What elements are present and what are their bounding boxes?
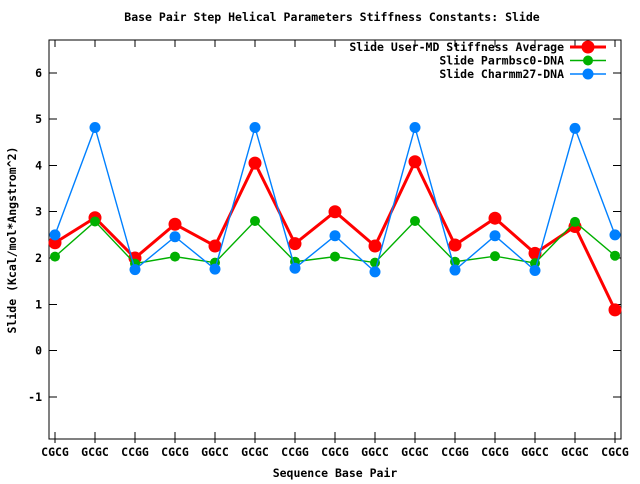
data-point-series2-x11 — [489, 230, 501, 242]
legend-label-1: Slide Parmbsc0-DNA — [439, 54, 564, 68]
plot-area: -1 0 1 2 3 4 5 6 CGCG GCGC CCGG CGCG GGCC GCGC CCGG CGC… — [28, 39, 629, 459]
y-axis-label: Slide (Kcal/mol*Angstrom^2) — [5, 147, 19, 334]
data-point-series0-x9 — [408, 155, 422, 169]
x-tick-label: GCGC — [241, 445, 269, 459]
x-tick-label: GGCC — [201, 445, 229, 459]
data-point-series2-x13 — [569, 122, 581, 134]
legend-label-2: Slide Charmm27-DNA — [439, 67, 564, 81]
data-point-series0-x3 — [168, 217, 182, 231]
data-point-series2-x8 — [369, 266, 381, 278]
data-point-series0-x4 — [208, 239, 222, 253]
y-tick-label: 1 — [35, 297, 42, 311]
data-point-series2-x5 — [249, 121, 261, 133]
x-tick-label: CGCG — [161, 445, 189, 459]
y-tick-label: 0 — [35, 344, 42, 358]
x-tick-label: GCGC — [561, 445, 589, 459]
data-point-series0-x14 — [608, 303, 622, 317]
x-tick-label: CGCG — [41, 445, 69, 459]
data-point-series2-x3 — [169, 231, 181, 243]
legend-marker-2 — [582, 68, 594, 80]
chart-title: Base Pair Step Helical Parameters Stiffn… — [124, 10, 539, 24]
data-point-series1-x0 — [50, 251, 60, 262]
legend-label-0: Slide User-MD Stiffness Average — [349, 40, 564, 54]
x-tick-label: GCGC — [401, 445, 429, 459]
data-point-series0-x8 — [368, 239, 382, 253]
data-point-series2-x14 — [609, 229, 621, 241]
x-tick-label: CCGG — [281, 445, 309, 459]
data-point-series1-x5 — [250, 215, 260, 226]
data-point-series0-x11 — [488, 211, 502, 225]
y-tick-label: 2 — [35, 251, 42, 265]
data-point-series1-x7 — [330, 251, 340, 262]
data-point-series0-x7 — [328, 205, 342, 219]
x-tick-label: GCGC — [81, 445, 109, 459]
y-tick-label: 6 — [35, 66, 42, 80]
x-tick-label: GGCC — [361, 445, 389, 459]
y-tick-label: 4 — [35, 158, 42, 172]
data-point-series1-x9 — [410, 215, 420, 226]
data-point-series1-x14 — [610, 250, 620, 261]
data-point-series1-x13 — [570, 216, 580, 227]
y-tick-label: 3 — [35, 205, 42, 219]
data-point-series0-x10 — [448, 238, 462, 252]
data-point-series2-x2 — [129, 264, 141, 276]
x-tick-label: CGCG — [481, 445, 509, 459]
data-point-series0-x0 — [48, 236, 62, 250]
x-tick-label: CCGG — [121, 445, 149, 459]
x-tick-label: CGCG — [321, 445, 349, 459]
y-tick-label: -1 — [28, 390, 42, 404]
data-point-series1-x11 — [490, 251, 500, 262]
data-point-series2-x0 — [49, 229, 61, 241]
data-point-series1-x3 — [170, 251, 180, 262]
data-point-series2-x1 — [89, 121, 101, 133]
data-point-series2-x6 — [289, 262, 301, 274]
x-tick-label: GGCC — [521, 445, 549, 459]
data-point-series0-x6 — [288, 237, 302, 251]
data-point-series2-x12 — [529, 265, 541, 277]
x-axis-label: Sequence Base Pair — [273, 466, 398, 480]
data-point-series0-x5 — [248, 156, 262, 170]
data-point-series2-x4 — [209, 263, 221, 275]
legend-marker-1 — [583, 55, 593, 66]
data-point-series2-x10 — [449, 264, 461, 276]
legend-marker-0 — [581, 40, 595, 54]
x-tick-label: CGCG — [601, 445, 629, 459]
data-point-series1-x1 — [90, 216, 100, 227]
data-point-series2-x7 — [329, 230, 341, 242]
x-tick-label: CCGG — [441, 445, 469, 459]
y-tick-label: 5 — [35, 112, 42, 126]
data-point-series2-x9 — [409, 121, 421, 133]
